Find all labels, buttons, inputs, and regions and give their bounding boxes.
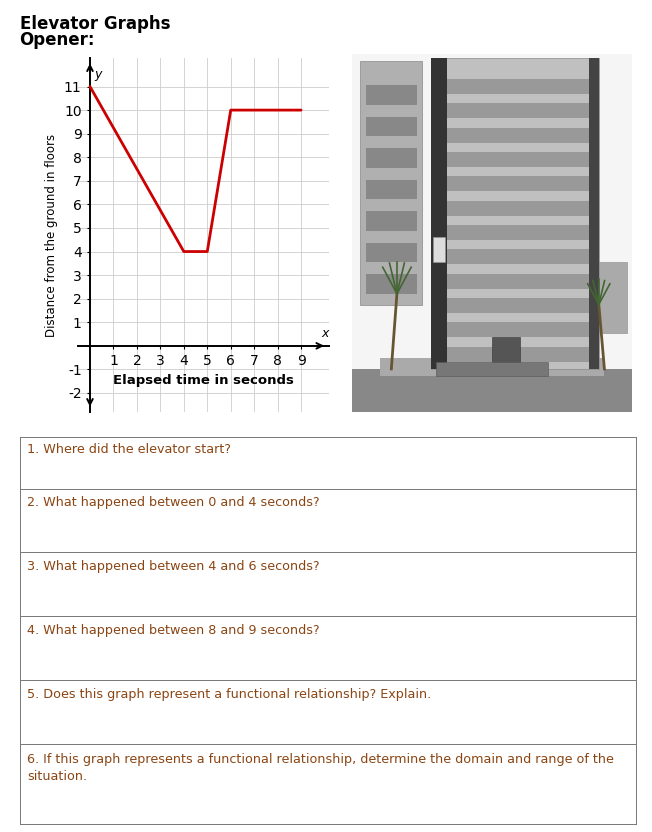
Bar — [439, 250, 591, 265]
Bar — [439, 201, 591, 215]
Bar — [439, 322, 591, 338]
Bar — [380, 358, 604, 376]
Bar — [433, 236, 445, 261]
Bar — [439, 225, 591, 240]
Bar — [439, 79, 591, 94]
Text: Elevator Graphs: Elevator Graphs — [20, 15, 170, 33]
Bar — [366, 211, 417, 230]
Bar — [352, 369, 632, 412]
Bar — [439, 347, 591, 362]
Text: y: y — [94, 67, 102, 81]
Bar — [366, 148, 417, 168]
Bar — [439, 103, 591, 118]
Text: 2. What happened between 0 and 4 seconds?: 2. What happened between 0 and 4 seconds… — [27, 497, 319, 509]
Bar — [366, 85, 417, 105]
Bar — [589, 57, 599, 369]
Text: 6. If this graph represents a functional relationship, determine the domain and : 6. If this graph represents a functional… — [27, 754, 614, 784]
Bar — [361, 62, 422, 305]
Bar — [366, 116, 417, 136]
Y-axis label: Distance from the ground in floors: Distance from the ground in floors — [46, 133, 58, 337]
Text: 5. Does this graph represent a functional relationship? Explain.: 5. Does this graph represent a functiona… — [27, 688, 431, 701]
Bar — [599, 261, 627, 333]
Bar — [366, 274, 417, 294]
Bar — [439, 128, 591, 143]
Bar — [431, 57, 447, 369]
Bar — [430, 57, 599, 369]
Text: 4. What happened between 8 and 9 seconds?: 4. What happened between 8 and 9 seconds… — [27, 624, 319, 637]
Bar — [439, 298, 591, 313]
Text: x: x — [321, 327, 328, 340]
X-axis label: Elapsed time in seconds: Elapsed time in seconds — [113, 374, 294, 387]
Bar — [436, 362, 548, 376]
Bar — [366, 180, 417, 200]
Bar — [366, 243, 417, 262]
Text: 1. Where did the elevator start?: 1. Where did the elevator start? — [27, 443, 231, 456]
Text: 3. What happened between 4 and 6 seconds?: 3. What happened between 4 and 6 seconds… — [27, 560, 319, 573]
Text: Opener:: Opener: — [20, 31, 95, 49]
Bar — [439, 176, 591, 191]
Bar — [439, 274, 591, 289]
Bar — [439, 152, 591, 167]
Bar — [492, 337, 520, 369]
